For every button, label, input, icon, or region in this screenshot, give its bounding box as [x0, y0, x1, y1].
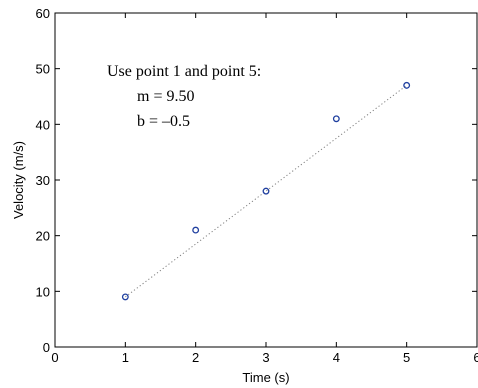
annotation-line-1: Use point 1 and point 5: — [107, 63, 261, 80]
data-point — [192, 226, 200, 234]
x-tick-label: 2 — [192, 350, 199, 365]
y-tick-label: 20 — [36, 229, 50, 244]
y-tick-label: 30 — [36, 173, 50, 188]
axis-ticks-layer — [54, 12, 478, 348]
y-tick-label: 10 — [36, 284, 50, 299]
annotation-line-3: b = –0.5 — [137, 113, 190, 130]
x-tick-label: 3 — [262, 350, 269, 365]
data-points-layer — [121, 81, 411, 301]
x-tick-label: 5 — [403, 350, 410, 365]
x-tick-label: 1 — [122, 350, 129, 365]
annotation-block: Use point 1 and point 5: m = 9.50 b = –0… — [107, 63, 261, 130]
y-tick-label: 50 — [36, 62, 50, 77]
y-tick-label: 0 — [43, 340, 50, 355]
trend-line-layer — [125, 84, 407, 298]
data-point — [332, 115, 340, 123]
data-point — [121, 293, 129, 301]
y-tick-label: 40 — [36, 117, 50, 132]
x-tick-label: 0 — [51, 350, 58, 365]
data-point — [262, 187, 270, 195]
x-tick-label: 6 — [473, 350, 478, 365]
x-tick-label: 4 — [333, 350, 340, 365]
y-tick-label: 60 — [36, 6, 50, 21]
data-point — [403, 81, 411, 89]
plot-frame — [54, 12, 478, 348]
annotation-line-2: m = 9.50 — [137, 88, 194, 105]
plot-area — [54, 12, 478, 348]
x-axis-label: Time (s) — [242, 370, 289, 385]
trend-line-segment — [125, 84, 407, 298]
y-axis-label: Velocity (m/s) — [11, 141, 26, 219]
